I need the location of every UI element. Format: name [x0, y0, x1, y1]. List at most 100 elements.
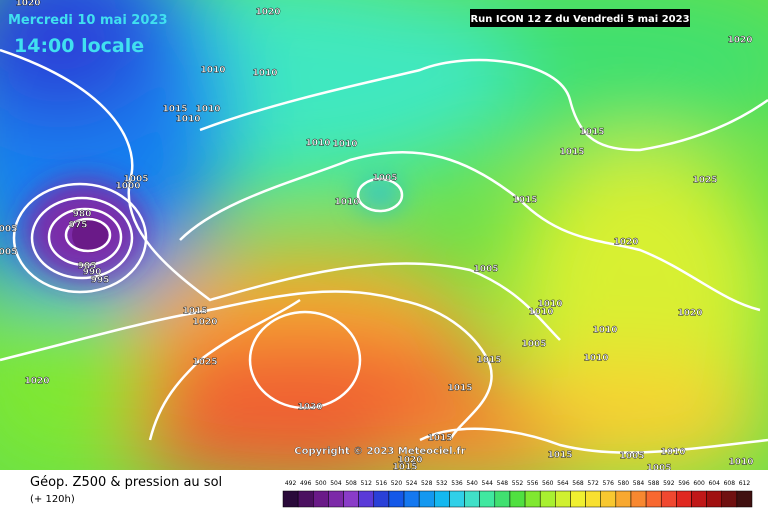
isobar-label: 1015 [447, 384, 472, 394]
isobar-label: 1020 [613, 238, 638, 248]
scale-cell [358, 490, 375, 508]
isobar-label: 1010 [175, 115, 200, 125]
scale-label: 596 [678, 480, 690, 487]
isobar-label: 1010 [252, 69, 277, 79]
scale-label: 548 [497, 480, 509, 487]
isobar-label: 1025 [692, 176, 717, 186]
isobar-label: 1020 [397, 456, 422, 466]
legend-lead: (+ 120h) [30, 494, 75, 505]
isobar-label: 990 [83, 268, 102, 278]
scale-label: 552 [512, 480, 524, 487]
isobar-label: 995 [91, 276, 110, 286]
isobar-label: 005 [0, 248, 17, 258]
isobar-label: 1005 [123, 175, 148, 185]
isobar-label: 980 [73, 210, 92, 220]
isobars [0, 48, 768, 454]
isobar-label: 1015 [392, 463, 417, 473]
scale-label: 492 [285, 480, 297, 487]
isobar-label: 985 [78, 262, 97, 272]
run-box [470, 9, 690, 27]
scale-cell [282, 490, 299, 508]
forecast-date: Mercredi 10 mai 2023 [8, 13, 168, 28]
scale-cell [297, 490, 314, 508]
map-field [0, 0, 768, 470]
isobar-label: 1010 [660, 448, 685, 458]
isobar-label: 1005 [473, 265, 498, 275]
isobar-label: 1015 [427, 434, 452, 444]
scale-cell [645, 490, 662, 508]
scale-label: 512 [360, 480, 372, 487]
isobar-label: 1020 [24, 377, 49, 387]
scale-label: 524 [406, 480, 418, 487]
scale-label: 584 [633, 480, 645, 487]
scale-cell [676, 490, 692, 508]
scale-cell [706, 490, 722, 508]
scale-cell [660, 490, 677, 508]
scale-cell [434, 490, 450, 508]
run-info: Run ICON 12 Z du Vendredi 5 mai 2023 [470, 14, 689, 25]
isobar-label: 1010 [332, 140, 357, 150]
isobar-label: 1015 [182, 307, 207, 317]
scale-cell [388, 490, 405, 508]
scale-label: 612 [739, 480, 751, 487]
scale-cell [373, 490, 390, 508]
isobar-label: 1000 [115, 182, 140, 192]
scale-cell [464, 490, 480, 508]
scale-cell [615, 490, 632, 508]
scale-label: 600 [693, 480, 705, 487]
scale-cell [328, 490, 344, 508]
scale-cell [630, 490, 647, 508]
scale-cell [494, 490, 511, 508]
isobar-label: 1010 [592, 326, 617, 336]
scale-label: 516 [376, 480, 388, 487]
isobar-label: 1010 [583, 354, 608, 364]
scale-cell [600, 490, 617, 508]
scale-label: 608 [724, 480, 736, 487]
isobar-label: 1015 [476, 356, 501, 366]
scale-cell [418, 490, 435, 508]
isobar-label: 1025 [192, 358, 217, 368]
scale-cell [343, 490, 359, 508]
isobar-label: 1010 [195, 105, 220, 115]
scale-label: 576 [603, 480, 615, 487]
scale-label: 568 [572, 480, 584, 487]
isobar-label: 005 [0, 225, 17, 235]
scale-label: 592 [663, 480, 675, 487]
isobar-label: 1010 [728, 458, 753, 468]
scale-label: 504 [330, 480, 342, 487]
isobar-label: 975 [69, 221, 88, 231]
isobar-label: 1010 [537, 300, 562, 310]
scale-cell [570, 490, 586, 508]
scale-label: 500 [315, 480, 327, 487]
isobar-label: 1010 [334, 198, 359, 208]
scale-cell [524, 490, 541, 508]
isobar-label: 1010 [528, 308, 553, 318]
isobar-label: 1015 [162, 105, 187, 115]
isobar-label: 1020 [15, 0, 40, 9]
legend-title: Géop. Z500 & pression au sol [30, 475, 222, 490]
isobar-label: 1005 [646, 464, 671, 474]
scale-label: 604 [708, 480, 720, 487]
scale-label: 536 [451, 480, 463, 487]
scale-cell [449, 490, 465, 508]
isobar-label: 1020 [677, 309, 702, 319]
isobar-label: 1005 [372, 174, 397, 184]
color-scale: 492 496 500 504 508 512 516 520 524 528 532 536 540 5… [282, 480, 753, 508]
scale-label: 560 [542, 480, 554, 487]
scale-label: 544 [482, 480, 494, 487]
isobar-label: 1010 [200, 66, 225, 76]
scale-cell [555, 490, 571, 508]
isobar-label: 1015 [512, 196, 537, 206]
scale-label: 556 [527, 480, 539, 487]
isobar-label: 1015 [547, 451, 572, 461]
scale-cell [721, 490, 738, 508]
isobar-label: 1020 [192, 318, 217, 328]
isobar-label: 1005 [619, 452, 644, 462]
scale-label: 496 [300, 480, 312, 487]
scale-label: 528 [421, 480, 433, 487]
scale-label: 540 [466, 480, 478, 487]
scale-label: 580 [618, 480, 630, 487]
scale-cell [539, 490, 556, 508]
